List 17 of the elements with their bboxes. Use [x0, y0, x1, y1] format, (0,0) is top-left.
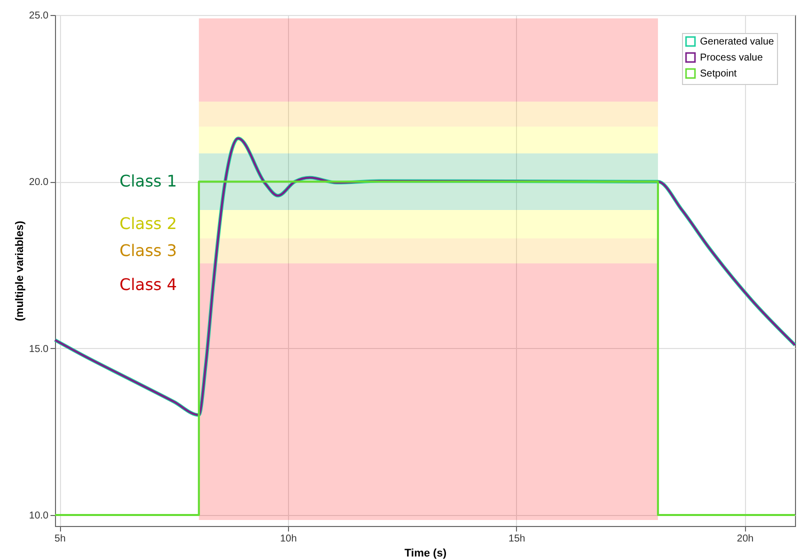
- band-label: Class 1: [120, 172, 177, 191]
- y-tick-label: 25.0: [29, 10, 49, 22]
- x-tick-label: 10h: [280, 534, 297, 544]
- band-label: Class 4: [120, 275, 177, 294]
- x-tick-label: 15h: [508, 534, 526, 544]
- x-tick-label: 5h: [54, 534, 66, 544]
- band-label: Class 2: [120, 214, 177, 234]
- y-tick-label: 15.0: [29, 344, 49, 355]
- band-label: Class 3: [120, 240, 177, 260]
- legend-label: Generated value: [700, 36, 774, 48]
- y-tick-label: 10.0: [29, 510, 49, 522]
- y-tick-label: 20.0: [29, 177, 49, 188]
- legend-label: Setpoint: [700, 68, 737, 80]
- x-axis-title: Time (s): [404, 548, 447, 560]
- y-axis-title: (multiple variables): [14, 220, 26, 322]
- x-tick-label: 20h: [736, 534, 754, 544]
- legend-label: Process value: [700, 52, 764, 64]
